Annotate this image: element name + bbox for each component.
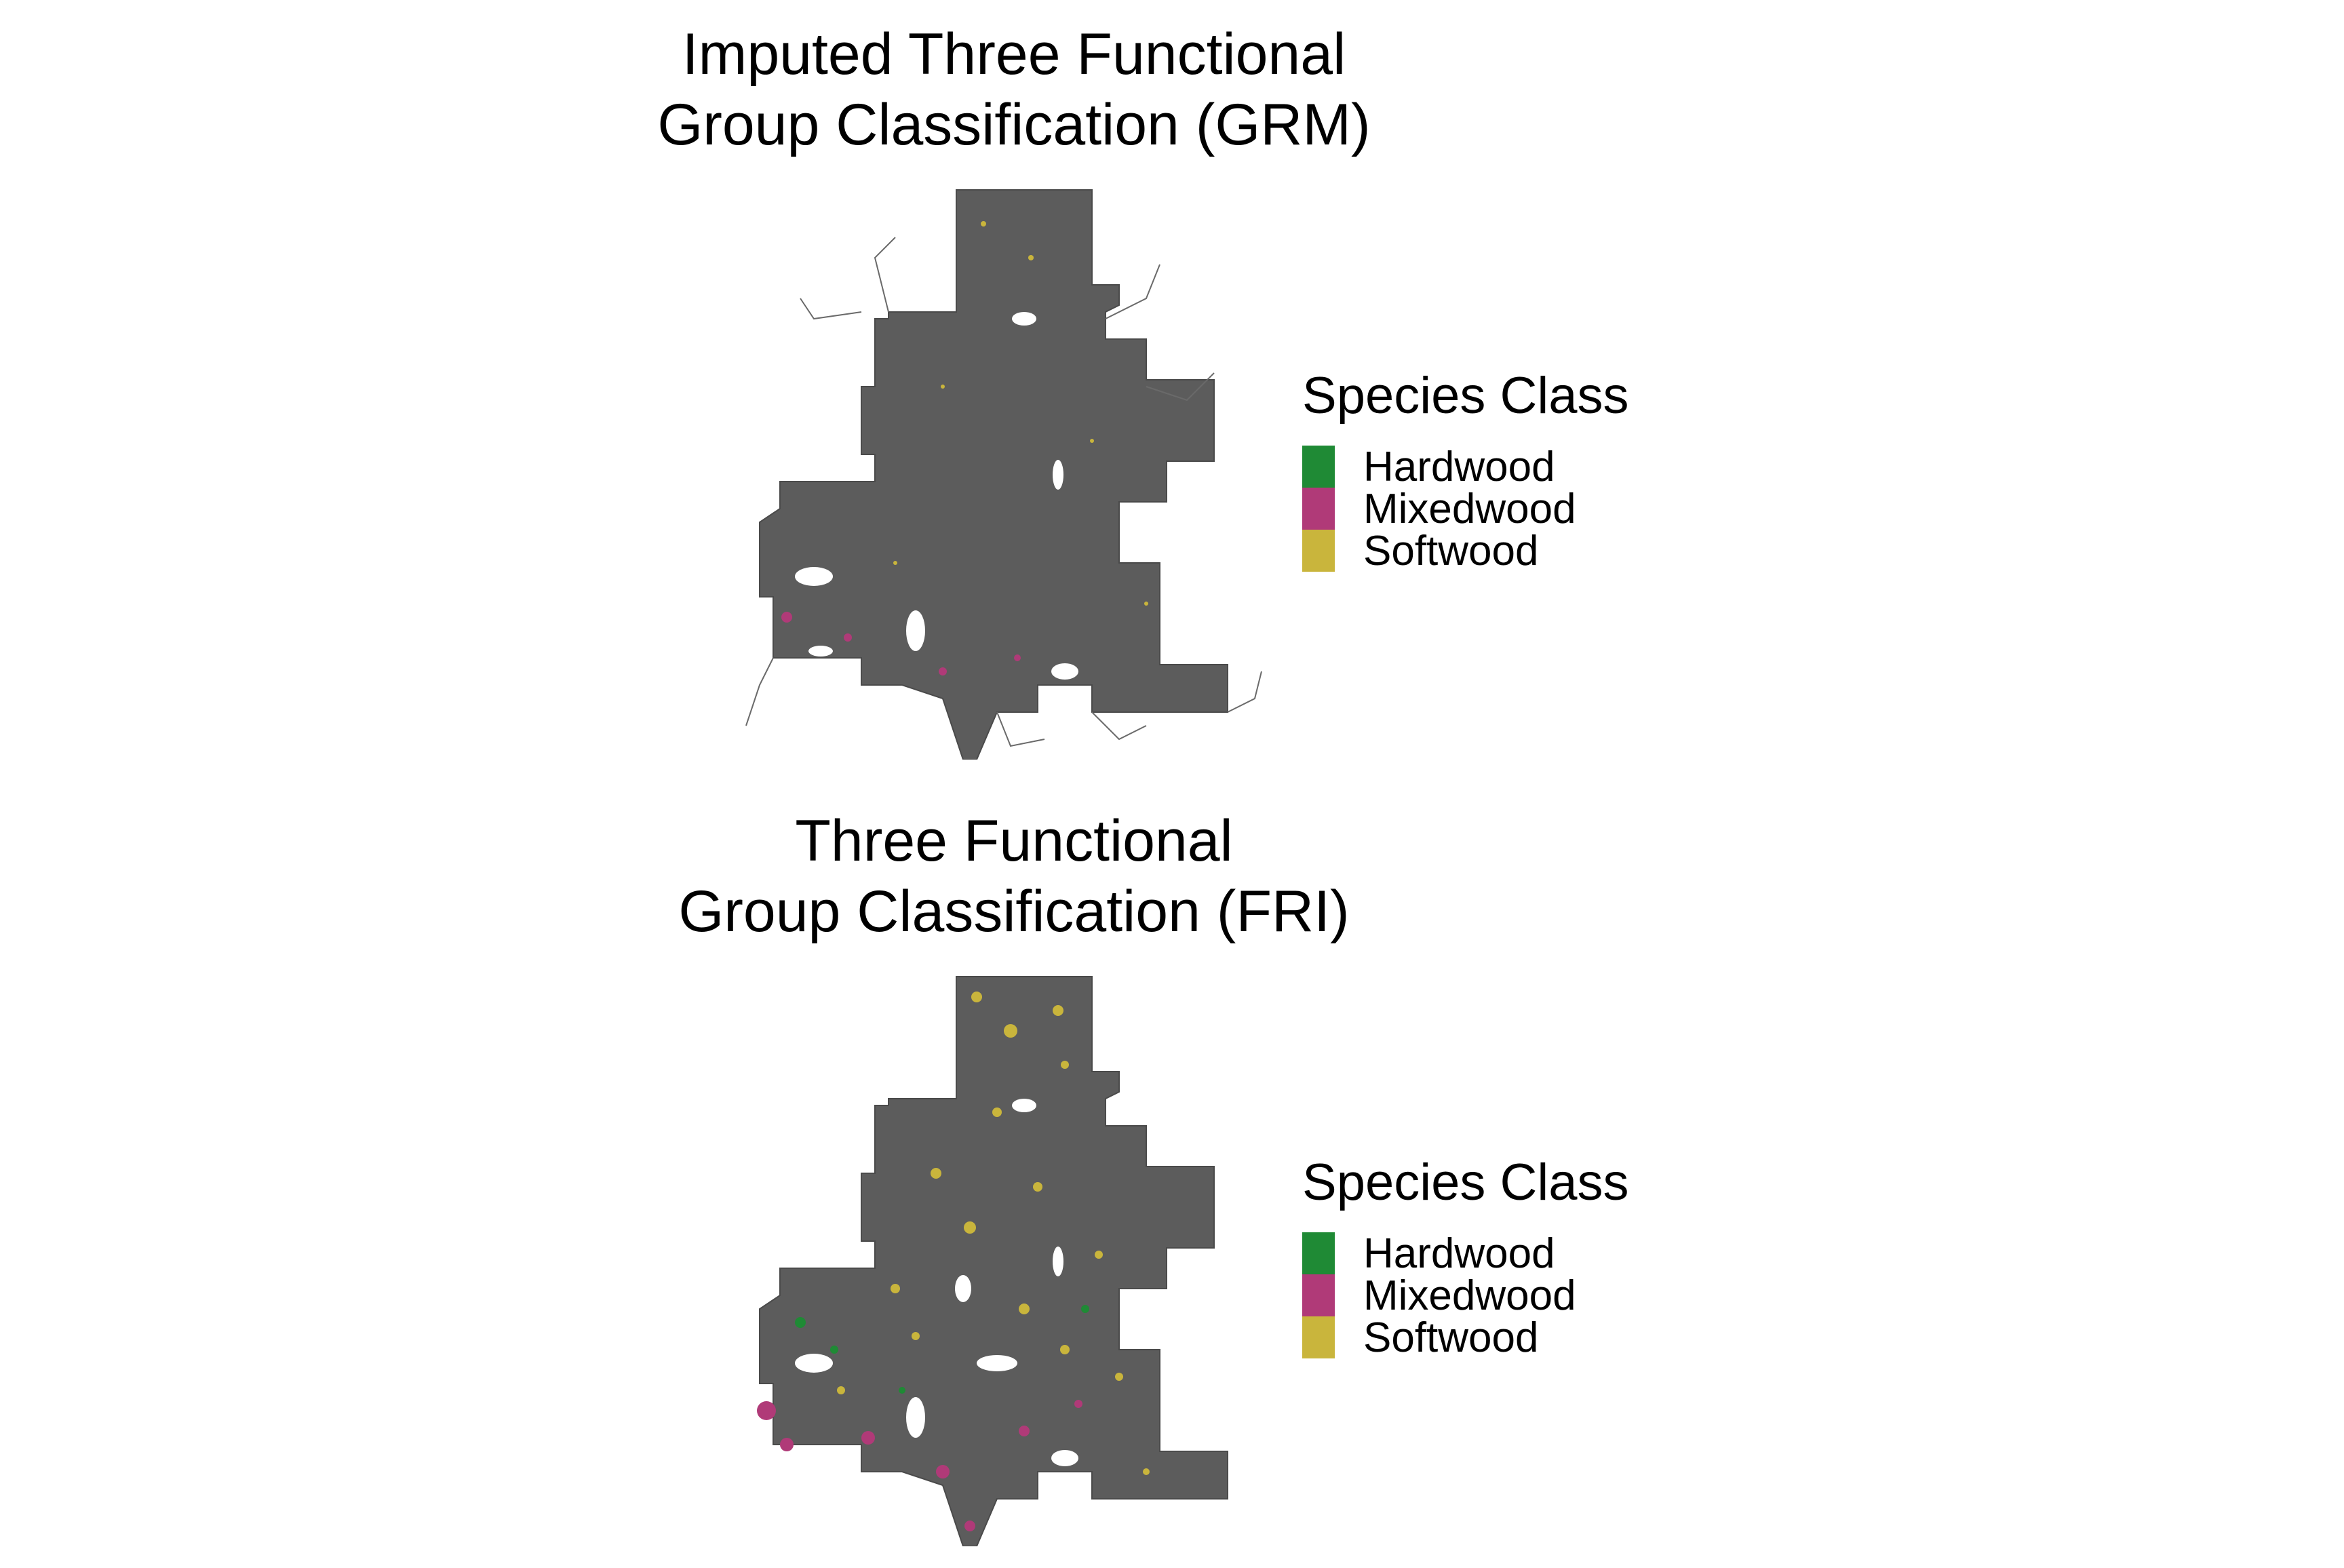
legend-item-hardwood: Hardwood (1302, 443, 1629, 490)
forest-area-shape (759, 976, 1228, 1546)
grm-map-title: Imputed Three Functional Group Classific… (556, 19, 1472, 160)
legend-label: Mixedwood (1363, 1272, 1576, 1319)
mixedwood-swatch (1302, 488, 1335, 530)
fri-legend: Species Class Hardwood Mixedwood Softwoo… (1302, 1153, 1629, 1361)
fri-forest-map (757, 976, 1228, 1546)
hardwood-swatch (1302, 1232, 1335, 1274)
mixedwood-patches (781, 612, 1021, 675)
legend-label: Mixedwood (1363, 485, 1576, 532)
legend-title: Species Class (1302, 1154, 1629, 1211)
grm-title-line1: Imputed Three Functional (682, 22, 1346, 87)
mixedwood-patches (757, 1400, 1082, 1531)
legend-item-mixedwood: Mixedwood (1302, 485, 1629, 532)
legend-item-softwood: Softwood (1302, 1314, 1629, 1361)
hardwood-swatch (1302, 446, 1335, 488)
fri-title-line2: Group Classification (FRI) (678, 879, 1350, 944)
mixedwood-swatch (1302, 1274, 1335, 1316)
grm-legend: Species Class Hardwood Mixedwood Softwoo… (1302, 366, 1629, 574)
softwood-patches (837, 992, 1150, 1475)
softwood-swatch (1302, 530, 1335, 572)
lakes (795, 1099, 1078, 1466)
fri-title-line1: Three Functional (795, 808, 1233, 874)
grm-title-line2: Group Classification (GRM) (657, 92, 1371, 157)
legend-item-mixedwood: Mixedwood (1302, 1272, 1629, 1319)
forest-area-shape (759, 189, 1228, 760)
legend-title: Species Class (1302, 367, 1629, 425)
legend-label: Hardwood (1363, 443, 1555, 490)
grm-forest-map (745, 189, 1262, 760)
legend-item-hardwood: Hardwood (1302, 1230, 1629, 1277)
legend-label: Softwood (1363, 1314, 1539, 1361)
fri-map-panel: Three Functional Group Classification (F… (0, 787, 2344, 1568)
softwood-swatch (1302, 1316, 1335, 1358)
legend-item-softwood: Softwood (1302, 527, 1629, 574)
roads-network (745, 237, 1262, 747)
hardwood-patches (795, 1305, 1089, 1394)
legend-label: Hardwood (1363, 1230, 1555, 1277)
softwood-patches (893, 221, 1148, 606)
lakes (795, 312, 1078, 680)
fri-map-title: Three Functional Group Classification (F… (556, 806, 1472, 947)
grm-map-panel: Imputed Three Functional Group Classific… (0, 0, 2344, 781)
legend-label: Softwood (1363, 527, 1539, 574)
